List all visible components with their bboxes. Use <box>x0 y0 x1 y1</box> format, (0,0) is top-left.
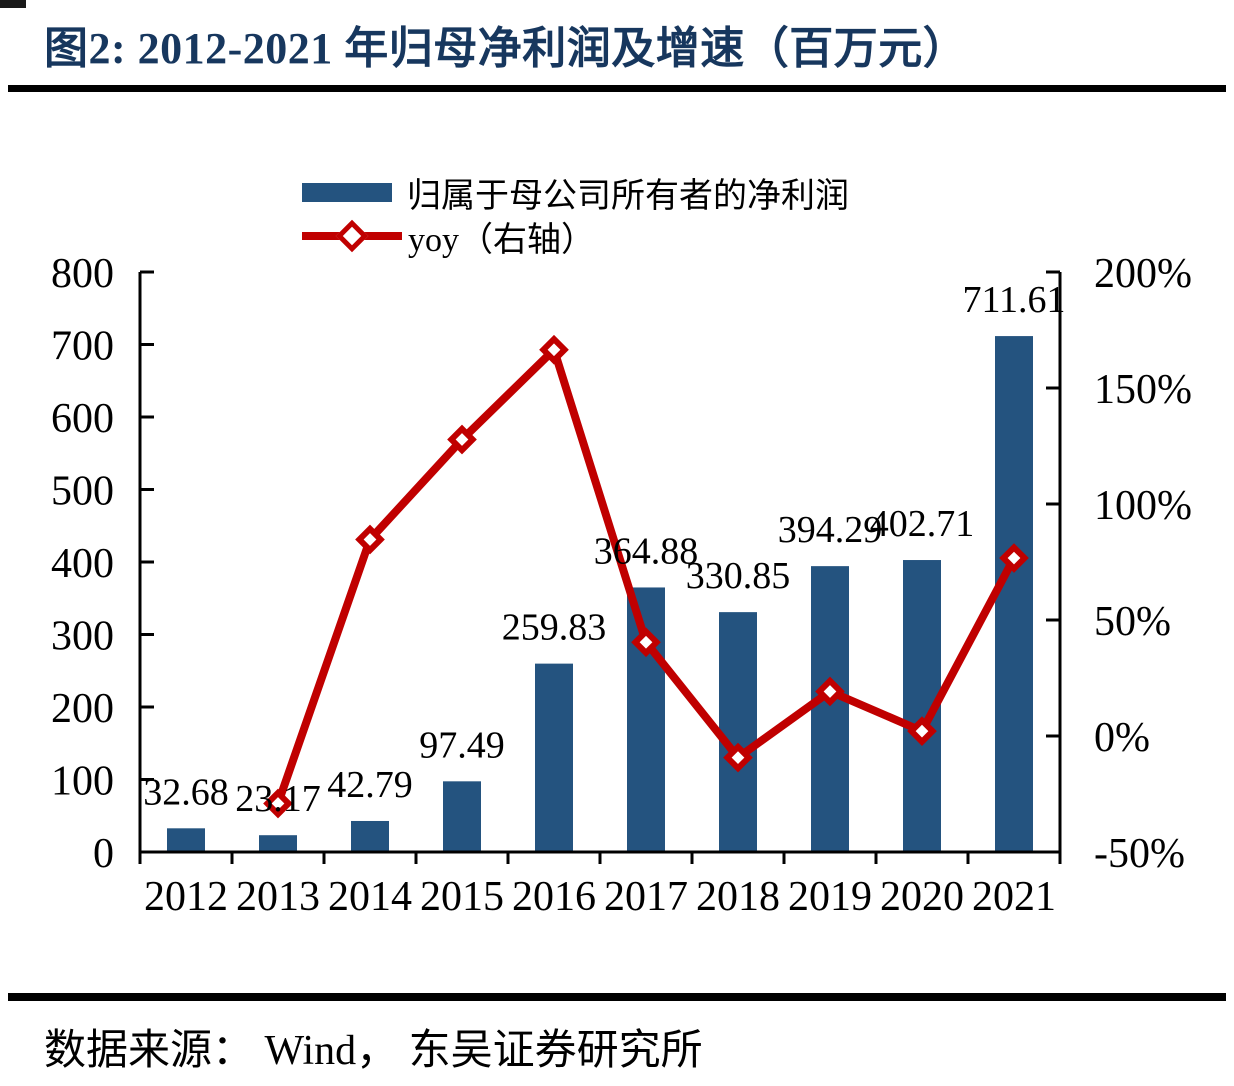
bar-label-2012: 32.68 <box>143 771 229 813</box>
bar-2016 <box>535 663 573 852</box>
chart-legend: 归属于母公司所有者的净利润 yoy（右轴） <box>302 170 849 259</box>
chart-canvas: 0 100 200 300 400 500 600 700 800 -50% 0% 50% 100% 15… <box>51 251 1192 920</box>
title-divider <box>8 85 1226 92</box>
yoy-marker-2021 <box>999 543 1029 573</box>
legend-item-yoy: yoy（右轴） <box>302 214 849 259</box>
legend-label-net-profit: 归属于母公司所有者的净利润 <box>407 177 849 215</box>
bar-2012 <box>167 828 205 852</box>
y-right-label--50%: -50% <box>1094 831 1185 877</box>
y-right-label-0%: 0% <box>1094 715 1150 761</box>
bar-2017 <box>627 587 665 852</box>
bar-label-2016: 259.83 <box>502 607 607 649</box>
bar-series-swatch-icon <box>302 182 392 202</box>
bar-label-2013: 23.17 <box>235 778 321 820</box>
x-tick-label-2013: 2013 <box>236 874 320 920</box>
bar-2015 <box>443 781 481 852</box>
bar-label-2021: 711.61 <box>962 279 1065 321</box>
y-left-label-0: 0 <box>93 831 114 877</box>
yoy-marker-2020 <box>907 716 937 746</box>
y-right-label-100%: 100% <box>1094 483 1192 529</box>
yoy-marker-2017 <box>631 627 661 658</box>
line-series-swatch-icon <box>302 219 402 253</box>
yoy-marker-2013 <box>263 788 293 819</box>
bar-2013 <box>259 835 297 852</box>
y-left-label-200: 200 <box>51 686 114 732</box>
bottom-divider <box>8 993 1226 1001</box>
y-left-label-500: 500 <box>51 469 114 515</box>
yoy-marker-2014 <box>355 524 385 555</box>
bar-label-2017: 364.88 <box>594 530 699 572</box>
y-left-label-700: 700 <box>51 324 114 370</box>
bar-2018 <box>719 612 757 852</box>
yoy-marker-2018 <box>723 742 753 773</box>
x-tick-label-2018: 2018 <box>696 874 780 920</box>
bar-label-2020: 402.71 <box>870 503 975 545</box>
bar-2019 <box>811 566 849 852</box>
legend-label-yoy: yoy（右轴） <box>408 221 595 259</box>
bar-label-2018: 330.85 <box>686 555 791 597</box>
bar-2021 <box>995 336 1033 852</box>
y-left-label-800: 800 <box>51 251 114 297</box>
x-tick-label-2012: 2012 <box>144 874 228 920</box>
x-tick-label-2015: 2015 <box>420 874 504 920</box>
x-tick-label-2014: 2014 <box>328 874 412 920</box>
bar-2014 <box>351 820 389 852</box>
legend-item-net-profit: 归属于母公司所有者的净利润 <box>302 170 849 215</box>
x-tick-label-2016: 2016 <box>512 874 596 920</box>
corner-artifact <box>0 0 26 8</box>
y-right-label-150%: 150% <box>1094 367 1192 413</box>
y-left-label-400: 400 <box>51 541 114 587</box>
bar-label-2014: 42.79 <box>327 764 413 806</box>
bar-label-2019: 394.29 <box>778 509 883 551</box>
x-tick-label-2019: 2019 <box>788 874 872 920</box>
y-left-label-300: 300 <box>51 614 114 660</box>
y-left-label-600: 600 <box>51 396 114 442</box>
y-right-label-50%: 50% <box>1094 599 1171 645</box>
x-tick-label-2020: 2020 <box>880 874 964 920</box>
yoy-marker-2016 <box>539 334 569 365</box>
source-note: 数据来源： Wind， 东吴证券研究所 <box>44 1028 703 1074</box>
y-right-label-200%: 200% <box>1094 251 1192 297</box>
yoy-marker-2015 <box>447 424 477 455</box>
y-left-label-100: 100 <box>51 759 114 805</box>
bar-label-2015: 97.49 <box>419 724 505 766</box>
figure-title: 图2: 2012-2021 年归母净利润及增速（百万元） <box>44 24 968 73</box>
yoy-marker-2019 <box>815 676 845 707</box>
x-tick-label-2021: 2021 <box>972 874 1056 920</box>
x-tick-label-2017: 2017 <box>604 874 688 920</box>
